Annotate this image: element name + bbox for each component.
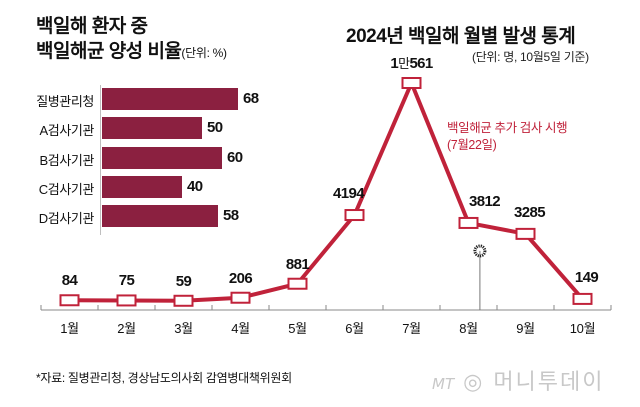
annotation-marker-icon — [473, 244, 487, 258]
line-chart-title: 2024년 백일해 월별 발생 통계 — [346, 26, 576, 47]
data-value-label: 59 — [175, 272, 192, 290]
x-axis-tick-label: 8월 — [459, 321, 478, 336]
x-axis-tick-label: 4월 — [231, 321, 250, 336]
bar-category-label: 질병관리청 — [36, 94, 94, 109]
x-axis-tick-label: 7월 — [402, 321, 421, 336]
logo-mt: MT — [432, 375, 455, 393]
x-axis-tick-label: 2월 — [117, 321, 136, 336]
bar-category-label: C검사기관 — [38, 182, 95, 197]
bar-chart-title-line2: 백일해균 양성 비율 — [36, 41, 182, 62]
data-value-label: 206 — [228, 269, 253, 287]
data-value-label: 75 — [118, 272, 135, 290]
bar-category-label: A검사기관 — [39, 123, 94, 138]
x-axis-tick-label: 9월 — [516, 321, 535, 336]
bar-value-label: 68 — [243, 90, 259, 107]
x-axis-tick-label: 5월 — [288, 321, 307, 336]
data-point-marker — [458, 216, 479, 229]
logo-name: 머니투데이 — [493, 370, 605, 395]
data-value-label: 3812 — [469, 192, 501, 210]
bar — [102, 147, 222, 169]
x-axis-tick-label: 3월 — [174, 321, 193, 336]
x-axis-tick-label: 6월 — [345, 321, 364, 336]
bar — [102, 205, 218, 227]
data-value-label: 1만561 — [382, 53, 442, 72]
data-point-marker — [287, 277, 308, 290]
data-point-marker — [401, 77, 422, 89]
data-point-marker — [344, 209, 365, 222]
x-axis-tick-label: 10월 — [569, 321, 596, 336]
annotation-line1: 백일해균 추가 검사 시행 — [447, 121, 568, 135]
bar-value-label: 40 — [187, 178, 203, 195]
data-value-label: 84 — [61, 272, 78, 290]
data-value-label: 149 — [574, 268, 599, 286]
data-point-marker — [116, 294, 137, 307]
data-value-main: 561 — [409, 55, 433, 72]
bar-chart-axis — [100, 85, 101, 235]
data-value-prefix: 1 — [390, 55, 399, 72]
data-value-label: 3285 — [514, 203, 546, 221]
bar-chart-unit: (단위: %) — [181, 46, 227, 60]
bar-category-label: B검사기관 — [39, 153, 94, 168]
bar-category-label: D검사기관 — [38, 211, 95, 226]
data-point-marker — [59, 294, 80, 307]
series-line — [69, 81, 585, 303]
logo-swirl-icon: ◎ — [463, 370, 485, 395]
data-value-label: 881 — [285, 255, 310, 273]
data-point-marker — [230, 291, 251, 304]
bar-chart-title-line1: 백일해 환자 중 — [36, 16, 148, 37]
data-point-marker — [173, 294, 194, 307]
bar — [102, 176, 182, 198]
bar — [102, 88, 238, 110]
bar-value-label: 50 — [207, 119, 223, 136]
bar-value-label: 58 — [223, 207, 239, 224]
annotation-label: 백일해균 추가 검사 시행 (7월22일) — [447, 120, 568, 154]
brand-logo: MT ◎ 머니투데이 — [432, 364, 605, 396]
data-point-marker — [572, 292, 593, 305]
data-value-label: 4194 — [333, 185, 365, 203]
bar-chart-title: 백일해 환자 중 백일해균 양성 비율(단위: %) — [36, 14, 227, 66]
bar-value-label: 60 — [227, 149, 243, 166]
source-note: *자료: 질병관리청, 경상남도의사회 감염병대책위원회 — [36, 371, 292, 385]
annotation-line2: (7월22일) — [447, 138, 497, 152]
bar — [102, 117, 202, 139]
line-chart-subtitle: (단위: 명, 10월5일 기준) — [472, 50, 589, 64]
data-point-marker — [515, 227, 536, 240]
x-axis-tick-label: 1월 — [60, 321, 79, 336]
data-value-unit: 만 — [398, 56, 410, 71]
